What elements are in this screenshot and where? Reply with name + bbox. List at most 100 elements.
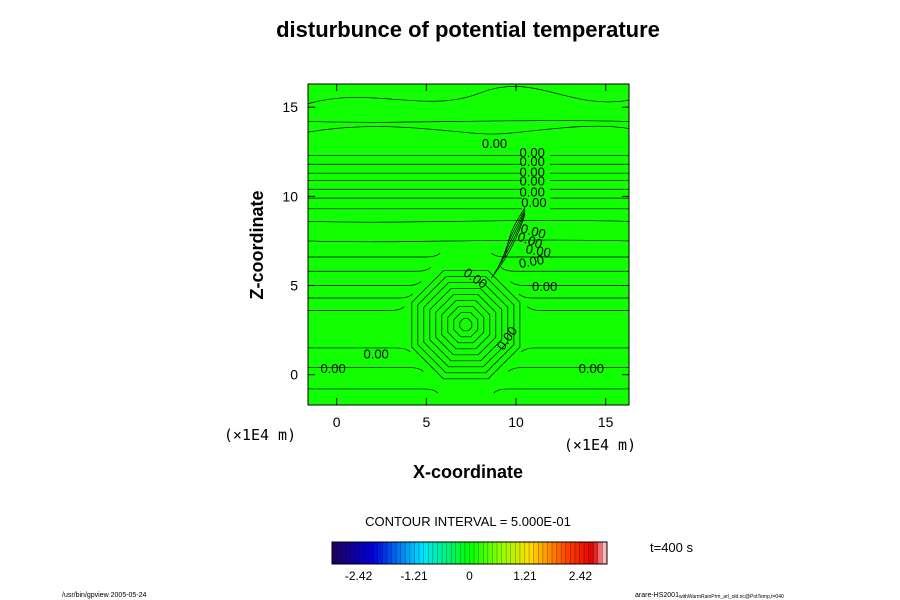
y-tick-label: 15 <box>282 99 298 115</box>
x-unit-label: (×1E4 m) <box>564 436 636 454</box>
y-tick-label: 10 <box>282 188 298 204</box>
colorbar-cell <box>519 542 525 564</box>
contour-ring <box>411 270 521 380</box>
contour-ring <box>417 276 515 374</box>
colorbar-cell <box>368 542 374 564</box>
colorbar-cell <box>547 542 553 564</box>
colorbar-cell <box>483 542 489 564</box>
colorbar-cell <box>492 542 498 564</box>
colorbar-cell <box>593 542 599 564</box>
contour-label: 0.00 <box>520 154 545 169</box>
colorbar-tick-label: 0 <box>466 569 473 583</box>
y-unit-label: (×1E4 m) <box>224 426 296 444</box>
colorbar-cell <box>542 542 548 564</box>
contour-lines <box>307 86 630 394</box>
colorbar-cell <box>529 542 534 564</box>
contour-label: 0.00 <box>520 145 545 160</box>
colorbar-cell <box>419 542 424 564</box>
colorbar-cell <box>584 542 589 564</box>
x-tick-label: 15 <box>598 414 614 430</box>
contour-label: 0.00 <box>363 347 388 362</box>
contour-line <box>308 388 629 394</box>
colorbar-cell <box>460 542 466 564</box>
colorbar-cell <box>373 542 379 564</box>
colorbar-cell <box>391 542 397 564</box>
contour-line <box>308 306 629 311</box>
colorbar-cell <box>405 542 411 564</box>
contour-line <box>490 214 526 279</box>
colorbar-cell <box>423 542 429 564</box>
colorbar-cell <box>382 542 388 564</box>
footer-left-text: /usr/bin/gpview 2005-05-24 <box>62 592 147 599</box>
colorbar-cell <box>359 542 365 564</box>
contour-line <box>497 210 526 268</box>
contour-line <box>308 347 629 353</box>
colorbar-frame <box>331 541 608 565</box>
plot-background <box>307 83 630 406</box>
contour-label: 0.00 <box>482 136 507 151</box>
colorbar-cell <box>455 542 461 564</box>
colorbar-tick-label: -1.21 <box>400 569 428 583</box>
colorbar-cell <box>341 542 347 564</box>
footer-right-text: arare-HS2001withWarmRainPrm_arl_old.nc@P… <box>635 592 784 600</box>
colorbar-tick-label: -2.42 <box>345 569 373 583</box>
colorbar-cell <box>437 542 443 564</box>
contour-line <box>307 239 630 243</box>
footer-right-main: arare-HS2001 <box>635 592 679 599</box>
y-tick-label: 0 <box>290 367 298 383</box>
y-axis-ticks: 0 5 10 15 <box>282 99 629 383</box>
contour-label: 0.00 <box>532 279 557 294</box>
contour-line <box>308 367 629 372</box>
colorbar-cell <box>451 542 457 564</box>
contour-interval-label: CONTOUR INTERVAL = 5.000E-01 <box>365 514 571 529</box>
colorbar <box>331 541 608 565</box>
time-label: t=400 s <box>650 540 694 555</box>
colorbar-cell <box>515 542 521 564</box>
contour-line <box>308 293 629 299</box>
x-axis-label: X-coordinate <box>413 462 523 482</box>
colorbar-cell <box>574 542 580 564</box>
contour-ring <box>423 282 509 368</box>
colorbar-cell <box>570 542 576 564</box>
contour-line <box>308 266 629 272</box>
x-axis-ticks: 0 5 10 15 <box>333 84 614 430</box>
colorbar-cell <box>556 542 562 564</box>
colorbar-cell <box>565 542 571 564</box>
colorbar-cell <box>538 542 544 564</box>
colorbar-cell <box>409 542 415 564</box>
colorbar-cell <box>336 542 342 564</box>
colorbar-cell <box>432 542 438 564</box>
contour-label: 0.00 <box>520 165 545 180</box>
contour-label: 0.00 <box>579 361 604 376</box>
colorbar-cell <box>345 542 351 564</box>
colorbar-cell <box>354 542 360 564</box>
colorbar-cell <box>506 542 512 564</box>
contour-label: 0.00 <box>520 174 545 189</box>
contour-line <box>307 120 630 123</box>
colorbar-cell <box>446 542 452 564</box>
contour-label: 0.00 <box>521 195 546 210</box>
colorbar-cell <box>442 542 447 564</box>
x-tick-label: 10 <box>508 414 524 430</box>
colorbar-cell <box>387 542 392 564</box>
colorbar-cell <box>552 542 557 564</box>
contour-ring <box>447 306 485 344</box>
contour-label: 0.00 <box>520 184 545 199</box>
contour-label: 0.00 <box>525 241 553 260</box>
colorbar-cell <box>400 542 406 564</box>
contour-label: 0.00 <box>518 252 546 271</box>
contour-line <box>501 208 526 263</box>
colorbar-cell <box>588 542 594 564</box>
contour-line <box>307 220 630 223</box>
colorbar-cell <box>428 542 434 564</box>
colorbar-cell <box>414 542 420 564</box>
y-axis-label: Z-coordinate <box>247 190 267 299</box>
y-tick-label: 5 <box>290 278 298 294</box>
x-tick-label: 5 <box>422 414 430 430</box>
colorbar-tick-label: 1.21 <box>513 569 537 583</box>
colorbar-cell <box>579 542 585 564</box>
colorbar-cell <box>501 542 507 564</box>
plot-area: 0.000.000.000.000.000.000.000.000.000.00… <box>307 83 630 406</box>
colorbar-cell <box>533 542 539 564</box>
colorbar-cell <box>487 542 493 564</box>
